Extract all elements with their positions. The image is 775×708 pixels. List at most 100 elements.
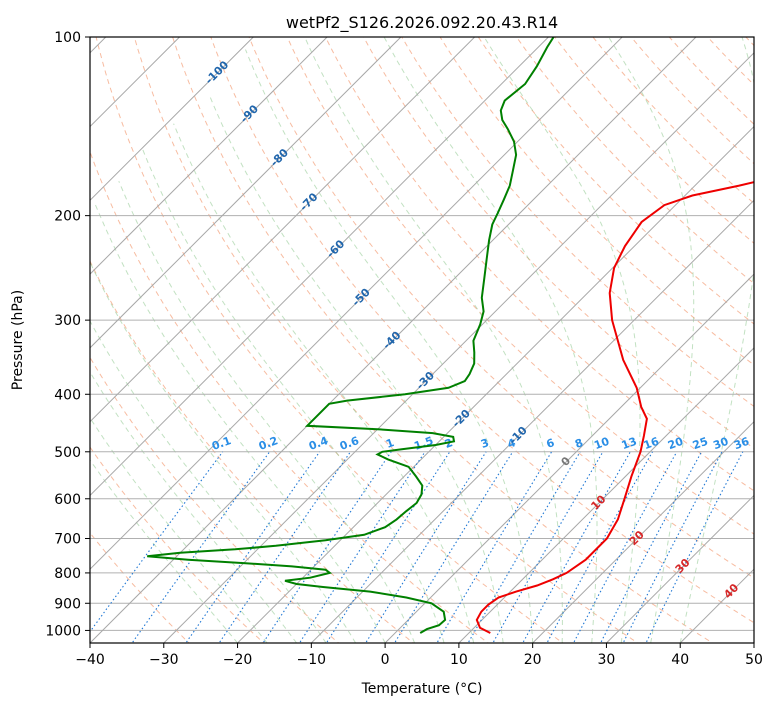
dry-adiabat-line <box>363 37 754 449</box>
isotherm-line <box>90 37 697 643</box>
chart-title: wetPf2_S126.2026.092.20.43.R14 <box>286 13 558 33</box>
x-tick-label: 50 <box>745 652 763 668</box>
isotherm-line <box>384 273 754 643</box>
mixing-ratio-line <box>365 451 487 643</box>
mixing-ratio-line <box>90 451 224 633</box>
isotherm-line <box>163 52 754 643</box>
axis-ticks: −40 −30 −20 −10 0 10 20 30 40 5010020030040050060… <box>45 30 763 668</box>
y-tick-label: 800 <box>54 566 81 582</box>
mixing-ratio-label: 1 <box>384 436 396 451</box>
isotherm-line <box>532 420 754 643</box>
mixing-ratio-label: 16 <box>642 435 661 453</box>
temperature-line <box>475 181 754 634</box>
mixing-ratio-line <box>393 451 514 643</box>
mixing-ratio-label: 20 <box>666 435 685 453</box>
plot-frame <box>89 36 755 644</box>
x-tick-label: 40 <box>671 652 689 668</box>
mixing-ratio-label: 4 <box>506 436 518 451</box>
y-tick-label: 900 <box>54 596 81 612</box>
mixing-ratio-line <box>467 451 581 643</box>
mixing-ratio-line <box>622 451 723 643</box>
mixing-ratio-label: 0.1 <box>210 434 233 453</box>
mixing-ratio-label: 8 <box>573 436 585 451</box>
mixing-ratio-label: 2 <box>443 436 455 451</box>
y-tick-label: 1000 <box>45 623 81 639</box>
y-tick-label: 600 <box>54 492 81 508</box>
mixing-ratio-line <box>218 451 351 643</box>
moist-adiabat-line <box>608 37 695 643</box>
x-tick-label: 30 <box>598 652 616 668</box>
mixing-ratio-label: 1.5 <box>412 434 435 453</box>
mixing-ratio-lines <box>90 451 744 643</box>
y-tick-label: 700 <box>54 532 81 548</box>
mixing-ratio-label: 0.4 <box>307 434 330 453</box>
dewpoint-line <box>147 37 555 634</box>
mixing-ratio-label: 13 <box>620 435 639 452</box>
mixing-ratio-line <box>572 451 678 643</box>
mixing-ratio-label: 36 <box>732 435 751 453</box>
mixing-ratio-line <box>131 451 271 643</box>
y-tick-label: 100 <box>54 30 81 46</box>
y-tick-label: 300 <box>54 313 81 329</box>
moist-adiabat-line <box>245 49 534 643</box>
mixing-ratio-label: 25 <box>691 435 710 452</box>
isotherm-line <box>237 125 754 643</box>
x-axis-label: Temperature (°C) <box>361 681 483 697</box>
isotherm-line <box>90 37 254 202</box>
dry-adiabat-line <box>172 37 714 643</box>
dry-adiabat-line <box>401 37 754 408</box>
isotherm-line <box>90 37 402 349</box>
moist-adiabat-line <box>90 261 357 643</box>
mixing-ratio-label: 3 <box>479 436 491 451</box>
isotherm-line <box>90 37 476 423</box>
x-tick-label: −20 <box>223 652 253 668</box>
series-lines <box>147 37 754 634</box>
moist-adiabat-line <box>483 37 641 643</box>
dry-adiabat-line <box>477 37 754 325</box>
mixing-ratio-label: 30 <box>711 435 730 453</box>
dry-adiabat-line <box>90 150 490 643</box>
dry-adiabat-line <box>248 37 754 579</box>
mixing-ratio-line <box>298 451 426 643</box>
x-tick-label: 0 <box>381 652 390 668</box>
mixing-ratio-line <box>262 451 392 643</box>
mixing-ratio-line <box>185 451 321 643</box>
y-tick-label: 200 <box>54 209 81 225</box>
mixing-ratio-label: 10 <box>592 435 611 453</box>
moist-adiabat-line <box>304 37 563 643</box>
dry-adiabat-line <box>324 37 754 492</box>
y-axis-label: Pressure (hPa) <box>10 290 26 390</box>
mixing-ratio-line <box>645 451 744 643</box>
moist-adiabat-line <box>90 459 238 643</box>
grid-lines <box>90 37 754 643</box>
mixing-ratio-label: 6 <box>545 436 557 451</box>
mixing-ratio-line <box>492 451 604 643</box>
isotherm-line <box>90 37 623 570</box>
x-tick-label: −10 <box>297 652 327 668</box>
moist-adiabat-line <box>90 371 297 643</box>
mixing-ratio-label: 0.6 <box>338 434 361 453</box>
mixing-ratio-line <box>325 451 451 643</box>
isotherm-line <box>606 494 754 643</box>
x-tick-label: 10 <box>450 652 468 668</box>
x-tick-label: −40 <box>75 652 105 668</box>
isotherm-line <box>310 199 754 643</box>
moist-adiabat-line <box>118 181 416 643</box>
isotherm-line <box>90 37 549 497</box>
dry-adiabat-line <box>210 37 754 624</box>
x-tick-label: 20 <box>524 652 542 668</box>
moist-adiabat-line <box>142 149 445 643</box>
y-tick-label: 400 <box>54 387 81 403</box>
isotherm-line <box>90 37 328 275</box>
mixing-ratio-line <box>599 451 702 643</box>
moist-adiabat-line <box>90 319 327 643</box>
dry-adiabat-line <box>286 37 754 535</box>
x-tick-label: −30 <box>149 652 179 668</box>
line-labels: 0.1 0.2 0.4 0.6 1 1.5 2 3 4 6 8 10 13 16 20 25 30 36-100-… <box>203 58 752 601</box>
plot-area: 0.1 0.2 0.4 0.6 1 1.5 2 3 4 6 8 10 13 16 20 25 30 36-100-… <box>90 37 754 643</box>
moist-adiabat-line <box>93 202 386 643</box>
isotherm-line <box>458 347 754 643</box>
mixing-ratio-label: 0.2 <box>257 434 280 453</box>
y-tick-label: 500 <box>54 445 81 461</box>
